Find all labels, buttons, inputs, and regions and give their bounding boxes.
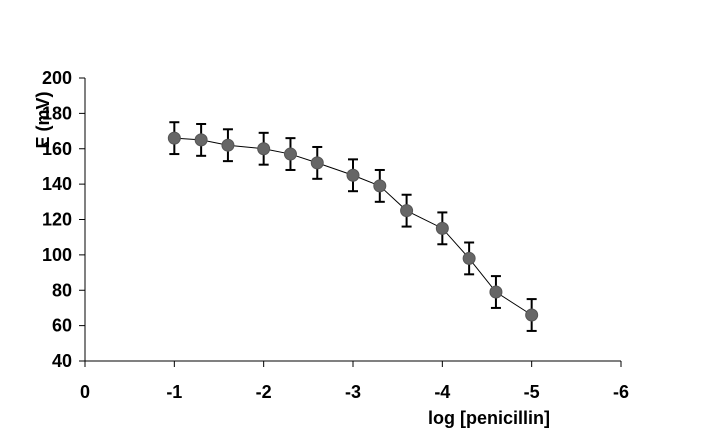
- x-tick-label: 0: [80, 382, 90, 402]
- x-axis-title: log [penicillin]: [428, 408, 550, 428]
- data-point: [194, 133, 208, 147]
- y-tick-label: 160: [42, 139, 72, 159]
- x-tick-label: -5: [524, 382, 540, 402]
- y-tick-label: 200: [42, 68, 72, 88]
- x-tick-label: -6: [613, 382, 629, 402]
- data-point: [435, 221, 449, 235]
- data-point: [257, 142, 271, 156]
- axes: [84, 78, 621, 362]
- data-point: [167, 131, 181, 145]
- data-point: [346, 168, 360, 182]
- data-series: [167, 121, 539, 332]
- y-tick-label: 60: [52, 316, 72, 336]
- data-point: [283, 147, 297, 161]
- y-tick-label: 180: [42, 103, 72, 123]
- y-axis-title: E (mV): [33, 91, 53, 148]
- x-tick-label: -2: [256, 382, 272, 402]
- y-tick-label: 100: [42, 245, 72, 265]
- y-tick-label: 120: [42, 210, 72, 230]
- data-point: [525, 308, 539, 322]
- data-point: [310, 156, 324, 170]
- y-ticks: 40 60 80 100 120 140 160 180 200: [42, 68, 85, 371]
- data-point: [400, 204, 414, 218]
- data-point: [373, 179, 387, 193]
- data-point: [221, 138, 235, 152]
- x-ticks: 0 -1 -2 -3 -4 -5 -6: [80, 361, 629, 402]
- data-point: [489, 285, 503, 299]
- x-tick-label: -3: [345, 382, 361, 402]
- data-point: [462, 251, 476, 265]
- y-tick-label: 80: [52, 280, 72, 300]
- x-tick-label: -4: [434, 382, 450, 402]
- y-tick-label: 40: [52, 351, 72, 371]
- x-tick-label: -1: [166, 382, 182, 402]
- y-tick-label: 140: [42, 174, 72, 194]
